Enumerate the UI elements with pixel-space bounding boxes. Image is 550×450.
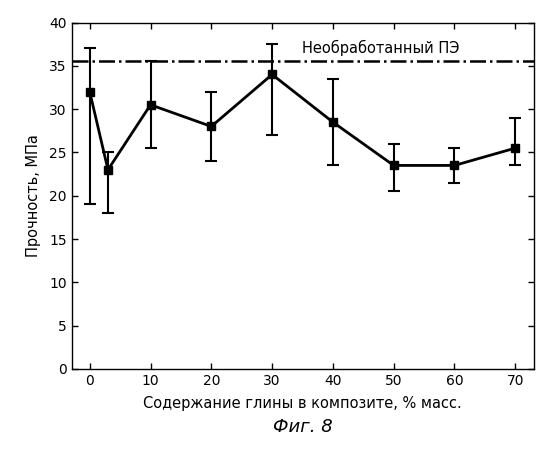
Text: Фиг. 8: Фиг. 8 bbox=[273, 418, 332, 436]
Text: Необработанный ПЭ: Необработанный ПЭ bbox=[302, 40, 460, 56]
X-axis label: Содержание глины в композите, % масс.: Содержание глины в композите, % масс. bbox=[143, 396, 462, 411]
Y-axis label: Прочность, МПа: Прочность, МПа bbox=[26, 134, 41, 257]
